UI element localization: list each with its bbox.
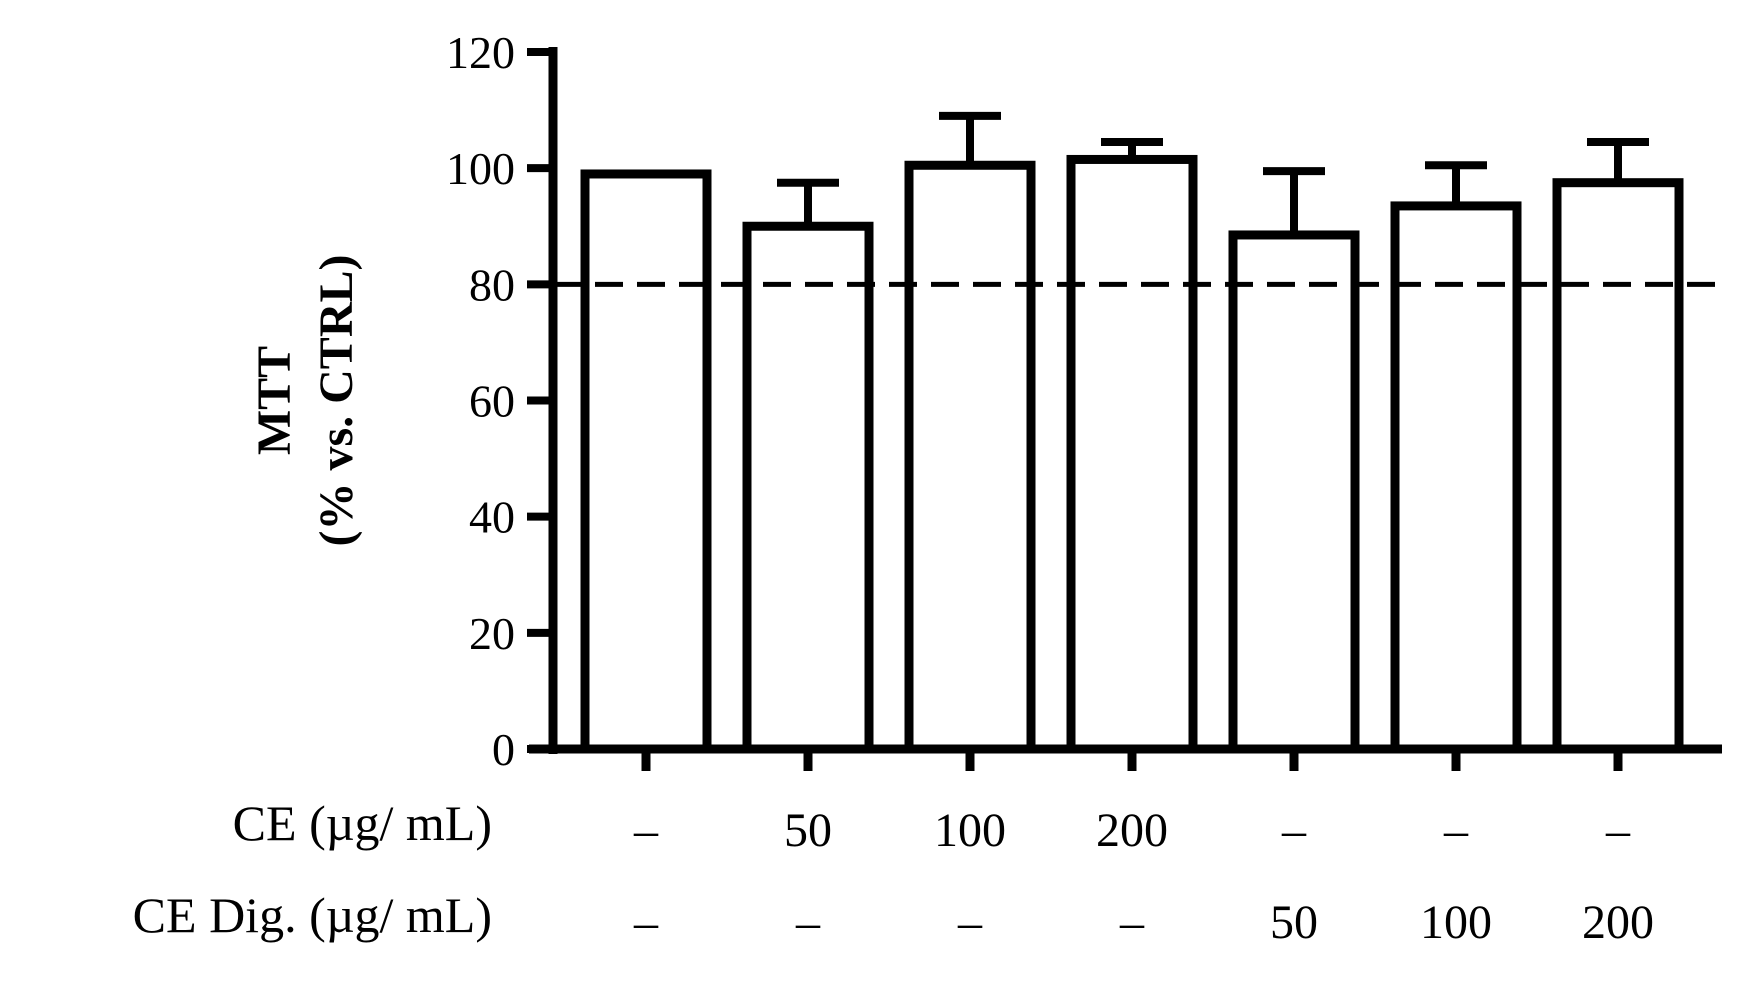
- error-bar-3: [939, 111, 1001, 166]
- condition-value-r1-c7: –: [1605, 804, 1631, 857]
- y-tick-label-20: 20: [469, 608, 515, 659]
- y-tick-label-0: 0: [492, 724, 515, 775]
- condition-row-label-2: CE Dig. (µg/ mL): [133, 887, 492, 943]
- y-tick-label-120: 120: [446, 27, 515, 78]
- bar-4: [1066, 154, 1198, 754]
- y-axis-title-line-2: (% vs. CTRL): [310, 254, 363, 546]
- condition-value-r2-c6: 100: [1420, 896, 1492, 949]
- error-bar-4: [1101, 138, 1163, 160]
- y-tick-label-60: 60: [469, 376, 515, 427]
- condition-value-r1-c3: 100: [934, 804, 1006, 857]
- bar-6: [1390, 201, 1522, 754]
- condition-row-label-1: CE (µg/ mL): [233, 795, 492, 851]
- condition-value-r1-c6: –: [1443, 804, 1469, 857]
- error-bar-6: [1425, 161, 1487, 206]
- condition-value-r1-c4: 200: [1096, 804, 1168, 857]
- error-bar-5: [1263, 167, 1325, 235]
- condition-value-r1-c1: –: [633, 804, 659, 857]
- y-tick-label-100: 100: [446, 143, 515, 194]
- condition-value-r2-c5: 50: [1270, 896, 1318, 949]
- y-axis-title: MTT (% vs. CTRL): [248, 254, 363, 546]
- bars-layer: [580, 154, 1684, 754]
- y-tick-label-40: 40: [469, 492, 515, 543]
- x-ticks: [641, 749, 1623, 771]
- condition-rows: CE (µg/ mL) – 50 100 200 – – – CE Dig. (µg/ mL) –…: [133, 795, 1654, 949]
- condition-value-r1-c2: 50: [784, 804, 832, 857]
- y-axis-title-line-1: MTT: [248, 346, 301, 455]
- error-bar-2: [777, 178, 839, 227]
- error-bar-7: [1587, 138, 1649, 183]
- condition-value-r1-c5: –: [1281, 804, 1307, 857]
- bar-5: [1228, 230, 1360, 754]
- condition-value-r2-c7: 200: [1582, 896, 1654, 949]
- condition-value-r2-c3: –: [957, 896, 983, 949]
- bar-3: [904, 160, 1036, 754]
- condition-value-r2-c1: –: [633, 896, 659, 949]
- condition-value-r2-c4: –: [1119, 896, 1145, 949]
- bar-1: [580, 169, 712, 754]
- y-ticks: 0 20 40 60 80 100 120: [446, 27, 553, 775]
- condition-value-r2-c2: –: [795, 896, 821, 949]
- y-tick-label-80: 80: [469, 259, 515, 310]
- bar-2: [742, 221, 874, 754]
- error-bars-layer: [777, 111, 1649, 235]
- bar-7: [1552, 178, 1684, 754]
